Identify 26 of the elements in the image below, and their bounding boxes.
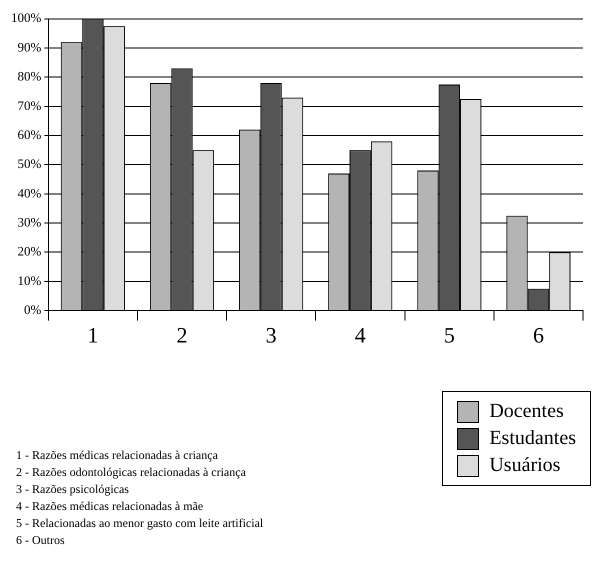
text: 6 - Outros [16,532,66,549]
y-tick-label: 0% [24,302,42,318]
x-tick-label: 6 [532,322,544,348]
y-tick-label: 50% [17,156,42,172]
text: 1 - Razões médicas relacionadas à criança [16,447,219,464]
x-tick-label: 4 [354,322,366,348]
x-tick-label: 3 [266,322,277,348]
x-tick-label: 2 [176,322,188,348]
legend-label: Estudantes [489,427,576,450]
y-tick-label: 30% [17,214,42,230]
text: 5 - Relacionadas ao menor gasto com leite artificial [16,515,264,532]
text: 2 - Razões odontológicas relacionadas à criança [16,464,247,481]
text: 3 - Razões psicológicas [16,481,130,498]
y-tick-label: 40% [17,185,42,200]
y-tick-label: 100% [10,10,42,26]
y-tick-label: 10% [17,272,42,288]
legend-label: Docentes [489,400,564,423]
y-tick-label: 80% [17,68,42,84]
y-tick-label: 90% [17,39,42,54]
x-tick-label: 1 [87,322,98,348]
y-tick-label: 70% [17,98,42,113]
y-tick-label: 20% [17,244,42,259]
text: 4 - Razões médicas relacionadas à mãe [16,498,204,515]
x-tick-label: 5 [444,322,455,348]
y-tick-label: 60% [17,126,42,142]
legend-label: Usuários [489,454,560,477]
